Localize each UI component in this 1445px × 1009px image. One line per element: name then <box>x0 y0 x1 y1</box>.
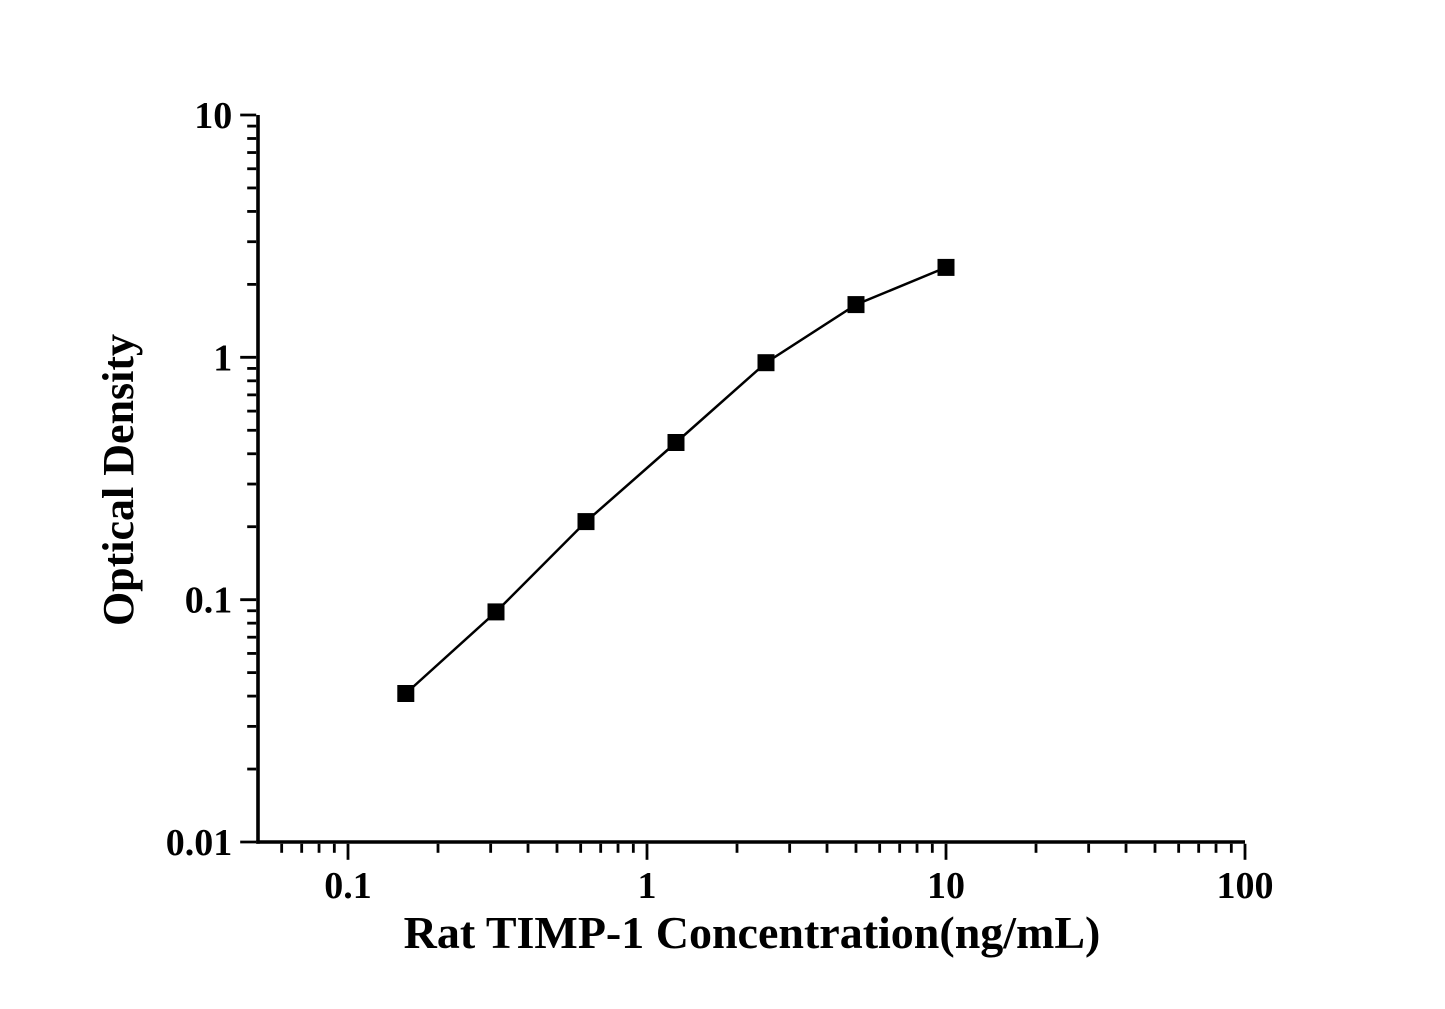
data-point-marker <box>667 434 685 451</box>
y-tick-label: 10 <box>194 95 232 137</box>
y-tick-label: 1 <box>213 337 232 379</box>
y-tick-label: 0.1 <box>185 580 233 622</box>
x-tick-label: 1 <box>638 865 657 907</box>
y-axis-title: Optical Density <box>94 334 143 626</box>
series-line <box>404 266 947 695</box>
plot-area: 0.1 1 10 100 0.01 0.1 1 10 <box>166 95 1274 907</box>
x-tick-label: 0.1 <box>324 865 372 907</box>
data-point-marker <box>847 296 865 314</box>
x-tick-label: 10 <box>927 865 965 907</box>
data-point-marker <box>397 685 415 702</box>
y-tick-label: 0.01 <box>166 822 233 864</box>
x-axis-title: Rat TIMP-1 Concentration(ng/mL) <box>404 907 1101 958</box>
data-point-marker <box>487 603 505 621</box>
x-tick-label: 100 <box>1217 865 1274 907</box>
data-point-marker <box>937 258 955 276</box>
data-point-marker <box>757 354 775 372</box>
data-point-marker <box>577 513 595 531</box>
